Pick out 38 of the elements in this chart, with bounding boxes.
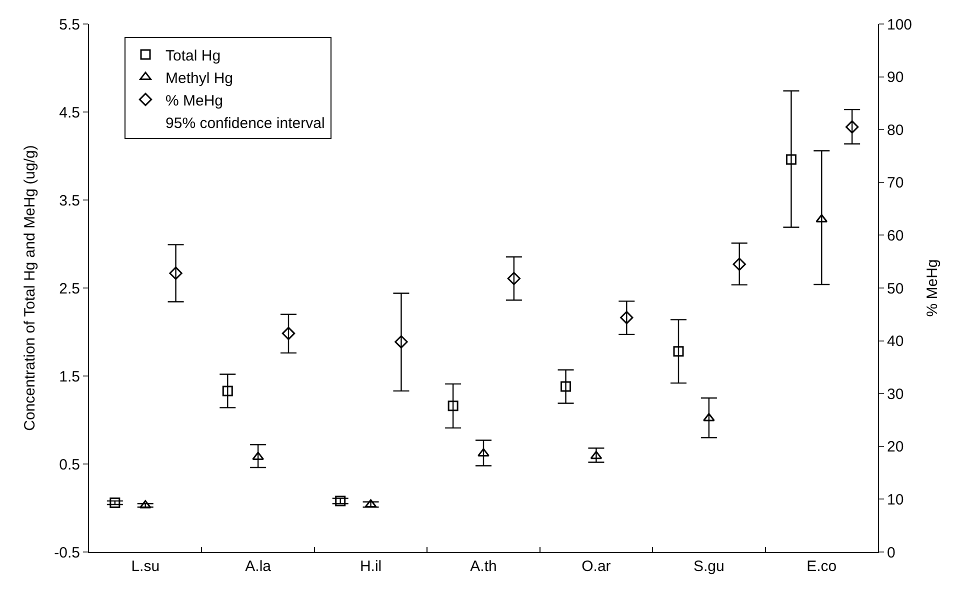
y2-tick-label: 0 <box>887 544 896 562</box>
y2-tick-label: 50 <box>887 280 904 298</box>
x-tick-label: O.ar <box>582 558 611 575</box>
x-tick-label: L.su <box>131 558 160 575</box>
point <box>394 335 408 348</box>
point <box>845 120 859 134</box>
legend-label: Total Hg <box>166 47 221 64</box>
y2-axis-title: % MeHg <box>924 259 942 317</box>
y-tick-label: 3.5 <box>59 192 80 210</box>
point <box>507 272 521 286</box>
point <box>169 266 182 280</box>
x-tick-label: E.co <box>806 558 837 575</box>
y-axis-title: Concentration of Total Hg and MeHg (ug/g) <box>21 145 38 431</box>
y2-tick-label: 100 <box>887 16 912 34</box>
y2-tick-label: 80 <box>887 122 904 139</box>
x-tick-label: A.th <box>470 558 497 575</box>
y-tick-label: 1.5 <box>59 368 80 386</box>
y-tick-label: 2.5 <box>59 280 80 298</box>
legend-label: Methyl Hg <box>166 70 234 87</box>
point <box>620 310 634 324</box>
y2-tick-label: 40 <box>887 333 904 350</box>
x-tick-label: S.gu <box>694 558 724 575</box>
y2-tick-label: 30 <box>887 386 904 403</box>
y2-tick-label: 10 <box>887 491 904 508</box>
y-tick-label: 4.5 <box>59 104 80 122</box>
point <box>732 258 746 271</box>
y2-tick-label: 90 <box>887 69 904 86</box>
y-tick-label: 0.5 <box>59 456 80 474</box>
y-tick-label: 5.5 <box>59 16 80 34</box>
point <box>282 326 296 340</box>
annotation: 95% confidence interval <box>166 114 325 132</box>
y2-tick-label: 20 <box>887 438 904 456</box>
x-tick-label: A.la <box>245 558 272 575</box>
legend-label: % MeHg <box>166 92 224 110</box>
y2-tick-label: 60 <box>887 227 904 244</box>
y2-tick-label: 70 <box>887 174 904 192</box>
y-tick-label: -0.5 <box>54 544 80 562</box>
x-tick-label: H.il <box>360 558 382 575</box>
